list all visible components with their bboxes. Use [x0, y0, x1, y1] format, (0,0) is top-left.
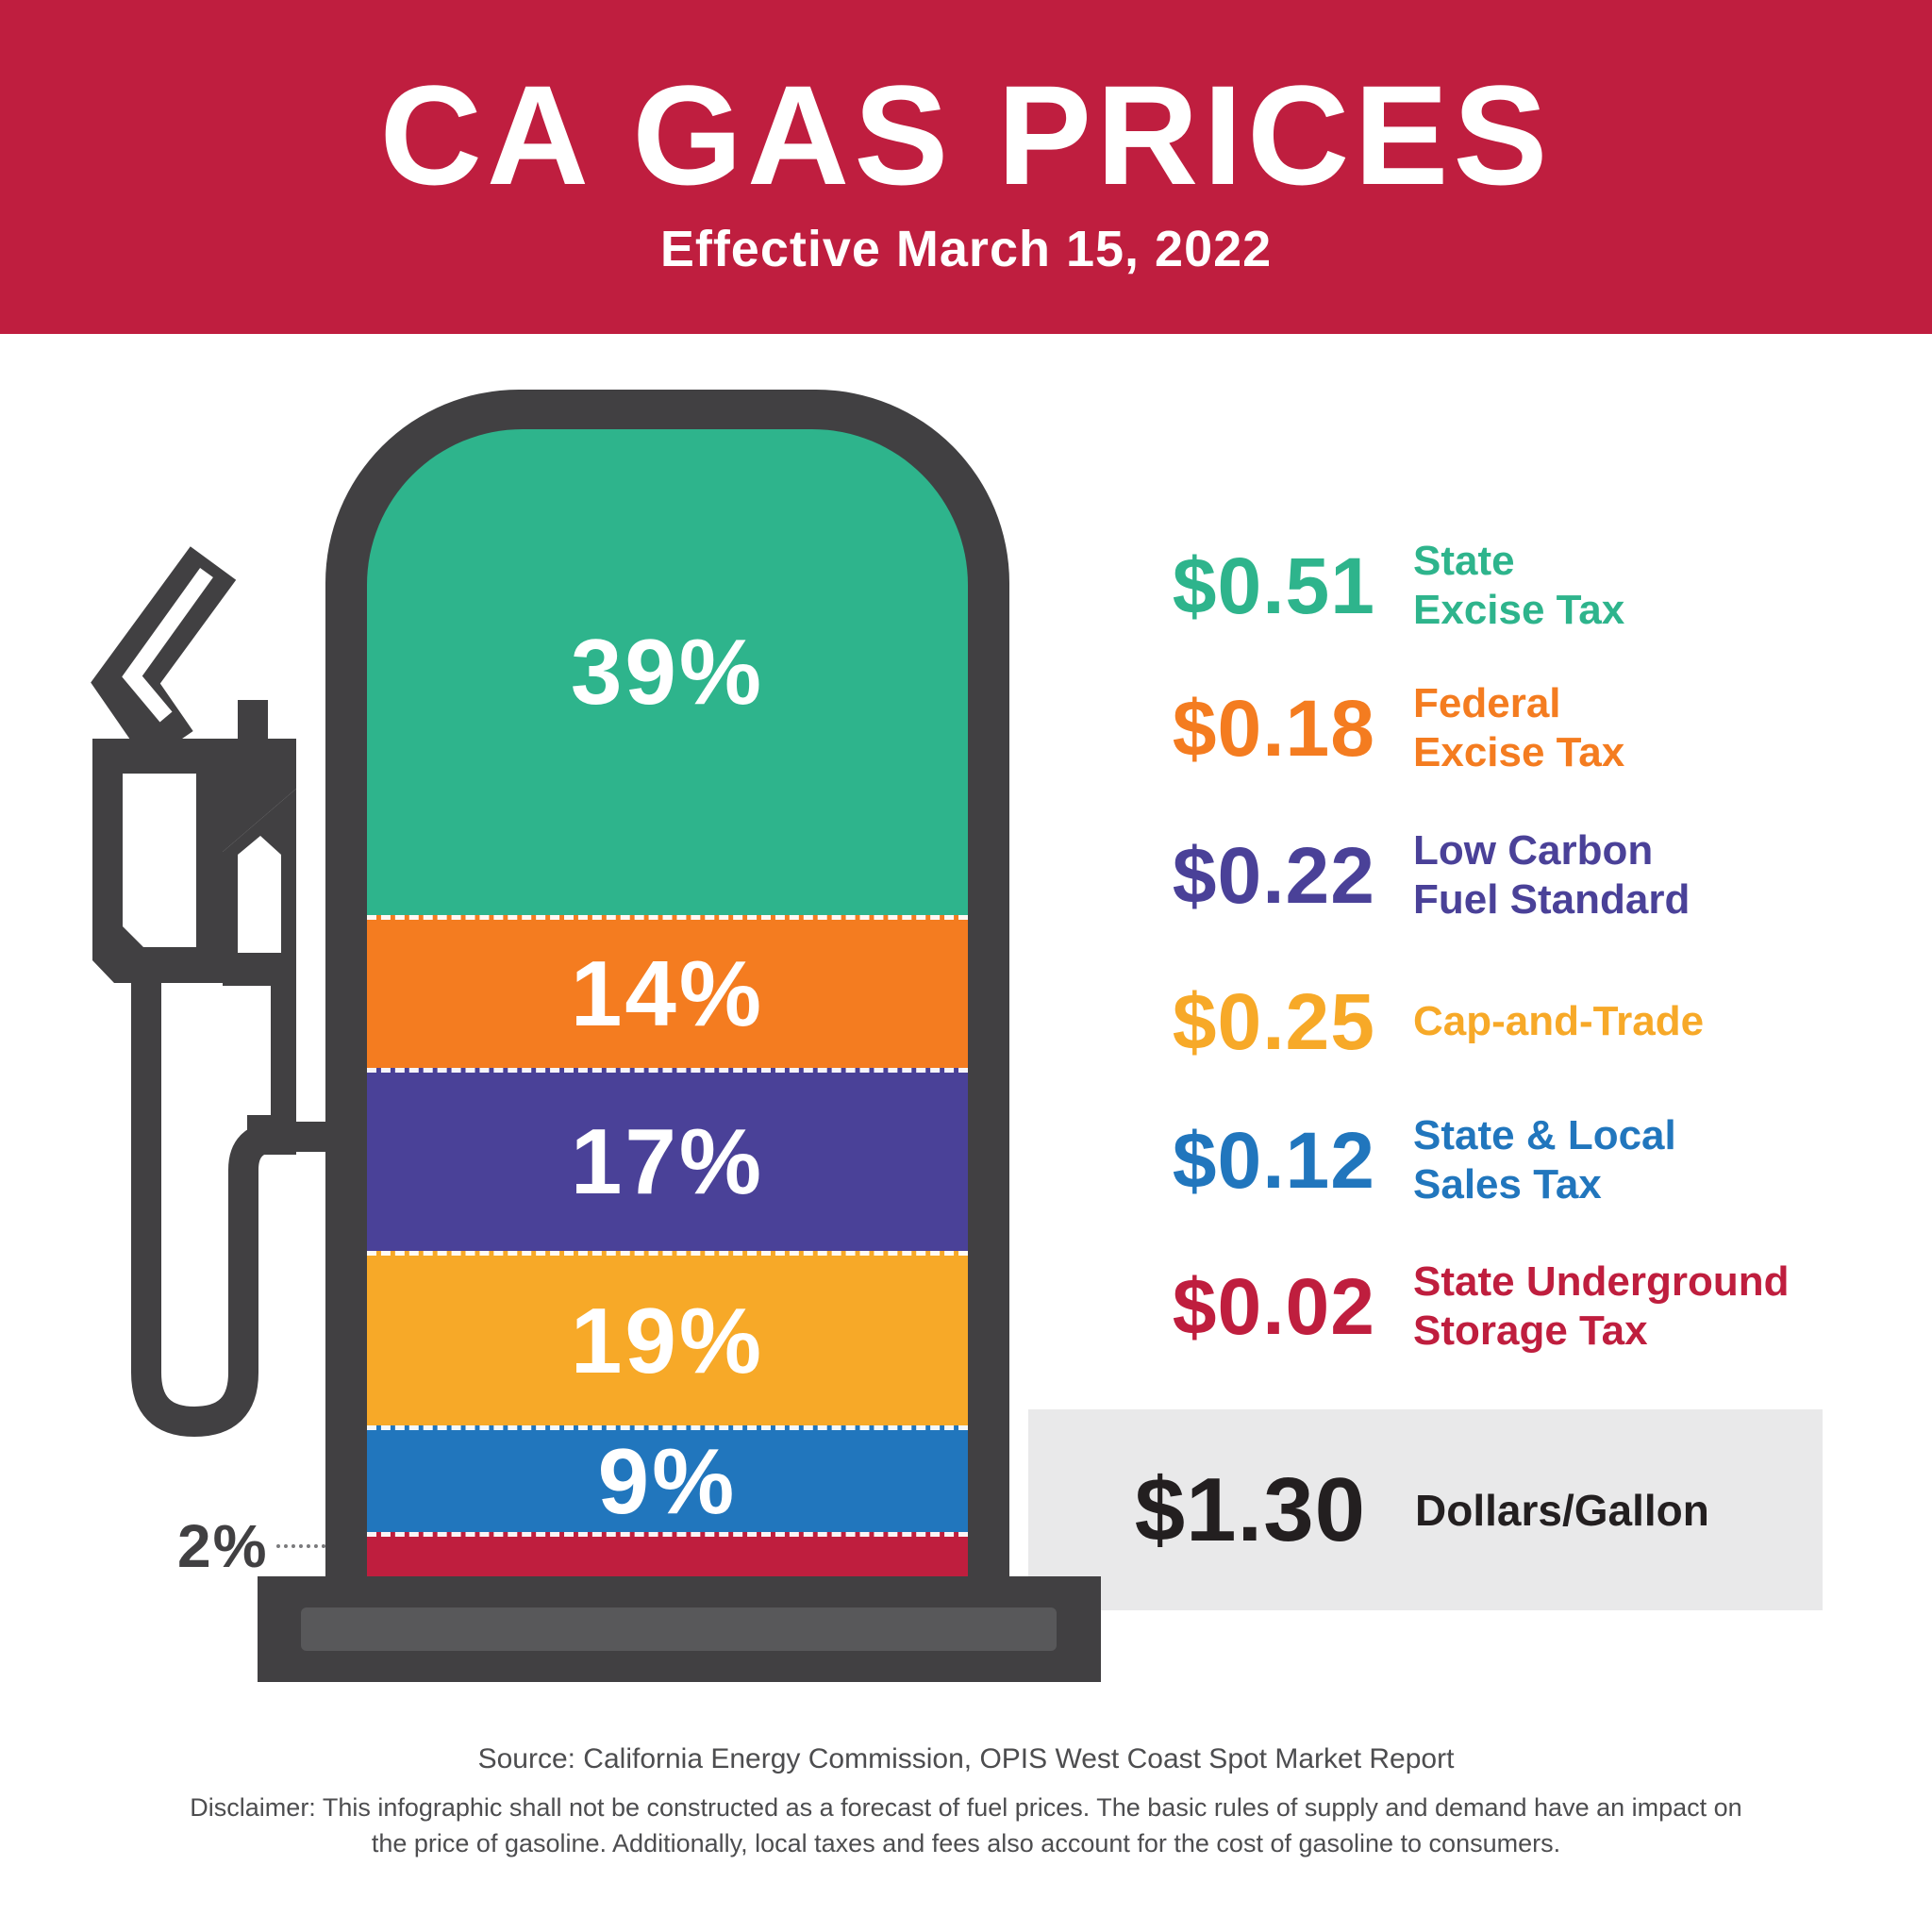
legend-item-state-local-sales-tax: $0.12 State & Local Sales Tax [1038, 1096, 1887, 1224]
legend-amount: $0.18 [1172, 683, 1375, 773]
legend-item-cap-and-trade: $0.25 Cap-and-Trade [1038, 958, 1887, 1086]
pump-fill-chart: 39% 14% 17% 19% 9% [367, 429, 968, 1576]
segment-pct-label-outside: 2% [177, 1512, 269, 1580]
total-price-band: $1.30 Dollars/Gallon [1028, 1409, 1823, 1610]
legend-amount: $0.22 [1172, 830, 1375, 920]
legend-amount: $0.02 [1172, 1261, 1375, 1351]
pump-segment-state-underground-storage-tax [367, 1531, 968, 1576]
legend-label: Federal Excise Tax [1413, 680, 1625, 775]
legend-amount: $0.51 [1172, 541, 1375, 630]
disclaimer-line: the price of gasoline. Additionally, loc… [371, 1828, 1561, 1857]
segment-pct-label: 17% [570, 1109, 765, 1214]
legend-label: State Underground Storage Tax [1413, 1258, 1790, 1354]
segment-pct-label: 9% [597, 1428, 738, 1533]
header-banner: CA GAS PRICES Effective March 15, 2022 [0, 0, 1932, 334]
page-title: CA GAS PRICES [379, 56, 1553, 215]
pump-segment-low-carbon-fuel-standard: 17% [367, 1067, 968, 1251]
legend-label: State Excise Tax [1413, 538, 1625, 633]
callout-leader-line [275, 1544, 325, 1548]
source-text: Source: California Energy Commission, OP… [477, 1743, 1455, 1774]
pump-base [258, 1576, 1101, 1682]
total-label: Dollars/Gallon [1415, 1485, 1709, 1535]
segment-pct-label: 39% [570, 620, 765, 724]
legend-item-federal-excise-tax: $0.18 Federal Excise Tax [1038, 664, 1887, 792]
total-amount: $1.30 [1134, 1458, 1366, 1560]
legend-amount: $0.25 [1172, 976, 1375, 1066]
pump-segment-federal-excise-tax: 14% [367, 914, 968, 1068]
segment-pct-label: 19% [570, 1288, 765, 1392]
legend-label: State & Local Sales Tax [1413, 1112, 1676, 1208]
page-subtitle: Effective March 15, 2022 [659, 220, 1273, 277]
disclaimer-text: Disclaimer: This infographic shall not b… [117, 1790, 1815, 1862]
disclaimer-line: Disclaimer: This infographic shall not b… [190, 1793, 1742, 1822]
pump-segment-state-excise-tax: 39% [367, 429, 968, 915]
legend-item-state-underground-storage-tax: $0.02 State Underground Storage Tax [1038, 1242, 1887, 1371]
segment-callout-2pct: 2% [177, 1511, 325, 1581]
segment-pct-label: 14% [570, 941, 765, 1046]
legend-item-state-excise-tax: $0.51 State Excise Tax [1038, 522, 1887, 650]
legend-amount: $0.12 [1172, 1115, 1375, 1205]
gas-pump-icon: 39% 14% 17% 19% 9% [325, 390, 1009, 1576]
legend-label: Low Carbon Fuel Standard [1413, 827, 1690, 923]
pump-segment-state-local-sales-tax: 9% [367, 1424, 968, 1533]
legend-item-low-carbon-fuel-standard: $0.22 Low Carbon Fuel Standard [1038, 811, 1887, 940]
pump-base-inset [301, 1607, 1057, 1651]
pump-segment-cap-and-trade: 19% [367, 1250, 968, 1425]
legend-label: Cap-and-Trade [1413, 998, 1705, 1045]
